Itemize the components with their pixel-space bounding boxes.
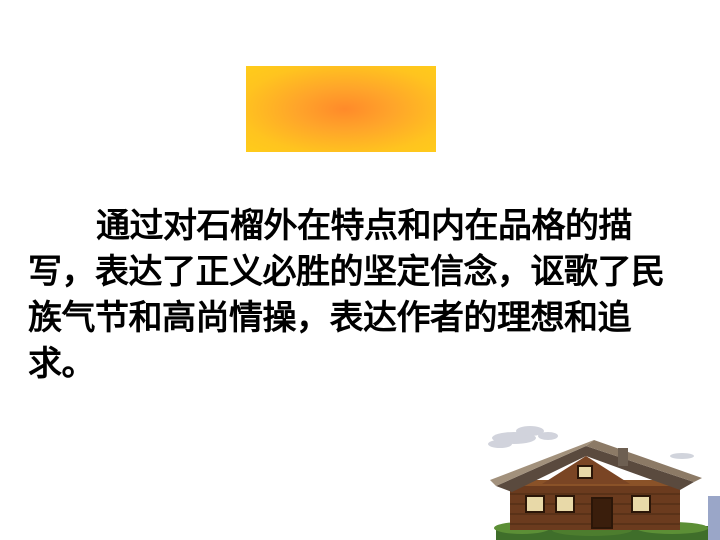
paragraph: 通过对石榴外在特点和内在品格的描写，表达了正义必胜的坚定信念，讴歌了民族气节和高…	[28, 206, 665, 384]
smoke-icon	[488, 426, 694, 459]
house-image	[488, 426, 720, 540]
gradient-banner	[246, 66, 436, 152]
